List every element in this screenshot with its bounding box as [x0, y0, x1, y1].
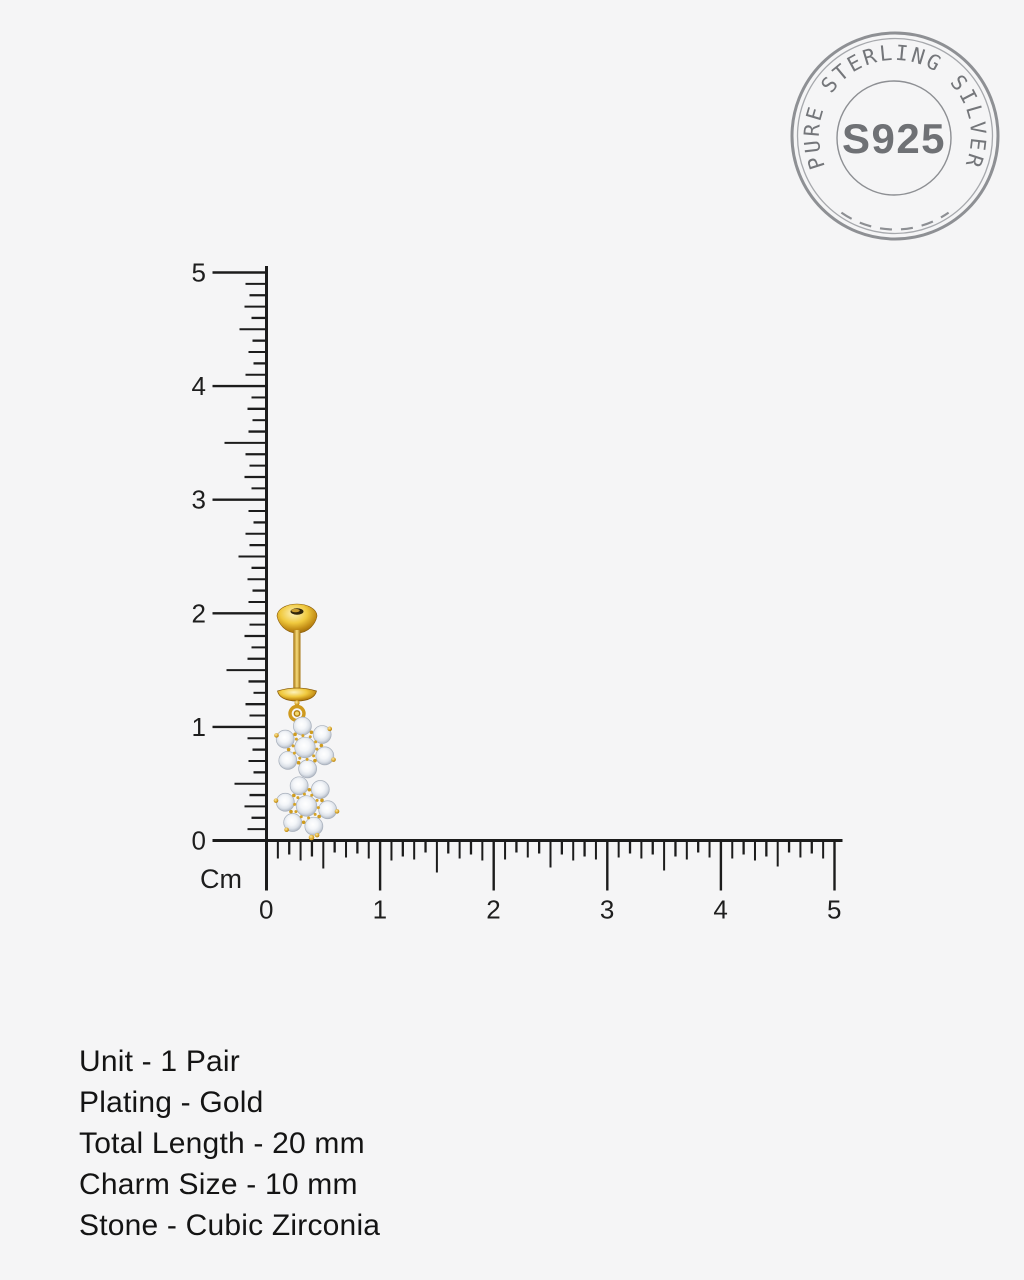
gold-prong-dot: [296, 760, 301, 765]
gold-bead: [298, 756, 302, 760]
gold-prong-dot: [292, 793, 296, 798]
gold-prong-dot: [289, 809, 293, 814]
cz-petal-stone: [304, 816, 324, 836]
gold-bead: [294, 737, 298, 741]
ruler-label: 5: [192, 258, 207, 288]
product-specs: Unit - 1 Pair Plating - Gold Total Lengt…: [79, 1041, 380, 1246]
stamp-center-circle: [836, 80, 952, 196]
sterling-silver-stamp: PURE STERLING SILVER S925: [790, 31, 1000, 241]
spec-line-total-length: Total Length - 20 mm: [79, 1127, 365, 1160]
gold-tip-bead: [284, 827, 289, 833]
cz-petal-stone: [310, 780, 330, 799]
cz-center-stone: [295, 795, 318, 817]
cz-petal-stone: [298, 759, 317, 779]
gold-tip-bead: [327, 726, 333, 732]
gold-prong-dot: [309, 730, 314, 735]
cm-ruler: 5 4 3 2 1 0 0 1 2 3 4 5: [192, 258, 843, 925]
gold-tip-bead: [274, 733, 279, 738]
ruler-label: 4: [713, 895, 728, 925]
ruler-label: 1: [373, 895, 388, 925]
gold-prong-dot: [319, 743, 324, 748]
gold-prong-dot: [286, 747, 291, 752]
gold-prong-dot: [313, 758, 317, 763]
cz-petal-stone: [283, 813, 303, 832]
gold-bead: [312, 754, 316, 758]
cz-center-stone: [294, 736, 316, 759]
spec-line-charm-size: Charm Size - 10 mm: [79, 1168, 358, 1201]
ruler-label: 3: [192, 485, 207, 515]
gold-bead: [301, 734, 305, 738]
spec-line-stone: Stone - Cubic Zirconia: [79, 1209, 381, 1242]
ruler-label: 4: [192, 371, 207, 401]
cz-petal-stone: [278, 751, 298, 770]
spec-line-plating: Plating - Gold: [79, 1086, 264, 1119]
ruler-label: 0: [192, 826, 207, 856]
gold-bead: [308, 735, 312, 739]
stamp-code-text: S925: [842, 115, 946, 162]
ruler-label: 3: [600, 895, 615, 925]
ruler-label: 2: [486, 895, 501, 925]
cz-petal-stone: [312, 725, 332, 744]
earring-illustration: [273, 603, 340, 841]
gold-bead: [307, 816, 311, 820]
link-loop-center: [293, 710, 301, 717]
cz-petal-stone: [318, 800, 338, 820]
gold-tip-bead: [308, 834, 315, 841]
cz-petal-stone: [275, 792, 295, 812]
ruler-label: 5: [827, 895, 842, 925]
gold-bead: [291, 744, 295, 748]
gold-tip-bead: [334, 809, 340, 814]
gold-bead: [316, 806, 320, 810]
gold-prong-dot: [317, 814, 321, 819]
gold-bead: [310, 793, 314, 797]
gold-bead: [294, 810, 298, 814]
gold-prong-dot: [301, 820, 306, 825]
ruler-label: 0: [259, 895, 274, 925]
ruler-label: 1: [192, 712, 207, 742]
gold-bead: [293, 802, 297, 806]
stamp-outer-ring: [790, 31, 1000, 241]
gold-bead: [296, 796, 300, 800]
stud-backing-hole-highlight: [291, 608, 300, 613]
ruler-unit-label: Cm: [200, 864, 242, 894]
connector-bead: [294, 700, 300, 706]
cz-petal-stone: [275, 729, 295, 749]
gold-tip-bead: [331, 757, 336, 762]
gold-bead: [315, 798, 319, 802]
gold-bead: [292, 751, 296, 755]
gold-prong-dot: [293, 732, 297, 737]
gold-bead: [305, 757, 309, 761]
stud-post: [293, 630, 301, 693]
stamp-inner-ring: [796, 37, 994, 235]
gold-tip-bead: [273, 798, 279, 803]
stamp-bottom-dashed-arc: [840, 211, 950, 231]
stud-flower-base: [277, 687, 317, 702]
gold-bead: [302, 792, 306, 796]
gold-prong-dot: [320, 798, 324, 803]
gold-tip-bead: [314, 832, 320, 838]
cz-flower-charm: [273, 716, 340, 841]
cz-petal-stone: [289, 776, 309, 796]
gold-prong-dot: [307, 787, 312, 792]
gold-bead: [313, 812, 317, 816]
gold-bead: [299, 815, 303, 819]
cz-petal-stone: [315, 746, 335, 766]
gold-bead: [315, 747, 319, 751]
gold-bead: [314, 740, 318, 744]
spec-line-unit: Unit - 1 Pair: [79, 1045, 240, 1078]
cz-petal-stone: [293, 716, 312, 736]
ruler-label: 2: [192, 598, 207, 628]
stud-backing-dome: [276, 603, 318, 634]
